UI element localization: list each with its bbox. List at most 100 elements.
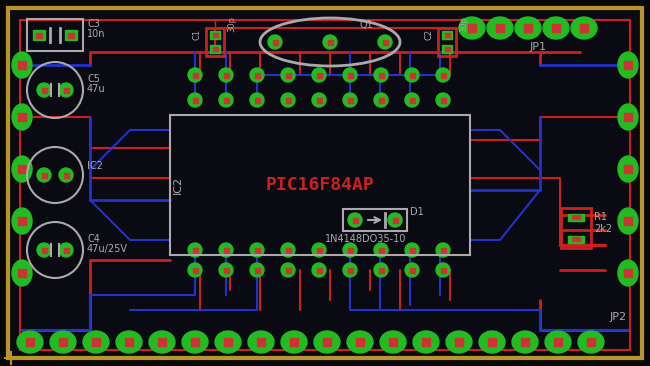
Text: JP1: JP1	[530, 42, 547, 52]
Bar	[290, 338, 298, 346]
Ellipse shape	[116, 331, 142, 353]
Bar	[348, 268, 352, 273]
Bar	[441, 247, 445, 253]
Bar	[64, 247, 68, 253]
Bar	[352, 217, 358, 223]
Bar	[382, 40, 387, 45]
Bar	[343, 209, 407, 231]
Circle shape	[250, 263, 264, 277]
Ellipse shape	[12, 156, 32, 182]
Bar	[438, 28, 456, 56]
Bar	[210, 45, 220, 53]
Ellipse shape	[618, 208, 638, 234]
Bar	[33, 30, 45, 40]
Circle shape	[374, 243, 388, 257]
Text: D1: D1	[410, 207, 424, 217]
Circle shape	[37, 168, 51, 182]
Ellipse shape	[618, 52, 638, 78]
Bar	[624, 269, 632, 277]
Circle shape	[250, 243, 264, 257]
Circle shape	[188, 93, 202, 107]
Bar	[18, 217, 26, 225]
Bar	[224, 268, 229, 273]
Text: C5: C5	[87, 74, 100, 84]
Ellipse shape	[12, 208, 32, 234]
Bar	[206, 28, 224, 56]
Circle shape	[405, 68, 419, 82]
Circle shape	[374, 93, 388, 107]
Bar	[255, 97, 259, 102]
Bar	[348, 72, 352, 78]
Bar	[192, 97, 198, 102]
Bar	[441, 268, 445, 273]
Bar	[213, 47, 218, 51]
Bar	[255, 247, 259, 253]
Text: PIC16F84AP: PIC16F84AP	[266, 176, 374, 194]
Text: 10n: 10n	[87, 29, 105, 39]
Bar	[191, 338, 199, 346]
Bar	[624, 113, 632, 121]
Circle shape	[281, 93, 295, 107]
Text: C3: C3	[87, 19, 100, 29]
Bar	[572, 237, 580, 241]
Circle shape	[436, 263, 450, 277]
Ellipse shape	[347, 331, 373, 353]
Bar	[18, 113, 26, 121]
Bar	[42, 87, 47, 93]
Ellipse shape	[17, 331, 43, 353]
Bar	[285, 97, 291, 102]
Circle shape	[281, 243, 295, 257]
Ellipse shape	[215, 331, 241, 353]
Circle shape	[374, 68, 388, 82]
Ellipse shape	[543, 17, 569, 39]
Circle shape	[343, 263, 357, 277]
Ellipse shape	[413, 331, 439, 353]
Text: 47u/25V: 47u/25V	[87, 244, 128, 254]
Text: 30p: 30p	[459, 16, 468, 32]
Bar	[26, 338, 34, 346]
Bar	[328, 40, 333, 45]
Ellipse shape	[149, 331, 175, 353]
Ellipse shape	[545, 331, 571, 353]
Ellipse shape	[618, 260, 638, 286]
Bar	[255, 268, 259, 273]
Circle shape	[388, 213, 402, 227]
Bar	[587, 338, 595, 346]
Bar	[323, 338, 331, 346]
Circle shape	[348, 213, 362, 227]
Bar	[422, 338, 430, 346]
Bar	[65, 30, 77, 40]
Circle shape	[281, 68, 295, 82]
Circle shape	[436, 93, 450, 107]
Bar	[572, 215, 580, 219]
Ellipse shape	[12, 104, 32, 130]
Bar	[36, 33, 42, 37]
Circle shape	[37, 83, 51, 97]
Bar	[224, 97, 229, 102]
Bar	[441, 72, 445, 78]
Bar	[378, 247, 383, 253]
Bar	[393, 217, 398, 223]
Circle shape	[188, 68, 202, 82]
Bar	[488, 338, 496, 346]
Bar	[624, 61, 632, 69]
Bar	[442, 45, 452, 53]
Text: 2k2: 2k2	[594, 224, 612, 234]
Bar	[410, 72, 415, 78]
Text: C2: C2	[425, 29, 434, 40]
Bar	[317, 247, 322, 253]
Ellipse shape	[571, 17, 597, 39]
Bar	[192, 247, 198, 253]
Ellipse shape	[12, 52, 32, 78]
Circle shape	[405, 243, 419, 257]
Ellipse shape	[618, 104, 638, 130]
Circle shape	[405, 93, 419, 107]
Text: IC2: IC2	[87, 161, 103, 171]
Circle shape	[343, 68, 357, 82]
Ellipse shape	[578, 331, 604, 353]
Bar	[496, 24, 504, 32]
Bar	[42, 247, 47, 253]
Circle shape	[37, 243, 51, 257]
Bar	[192, 268, 198, 273]
Bar	[348, 97, 352, 102]
